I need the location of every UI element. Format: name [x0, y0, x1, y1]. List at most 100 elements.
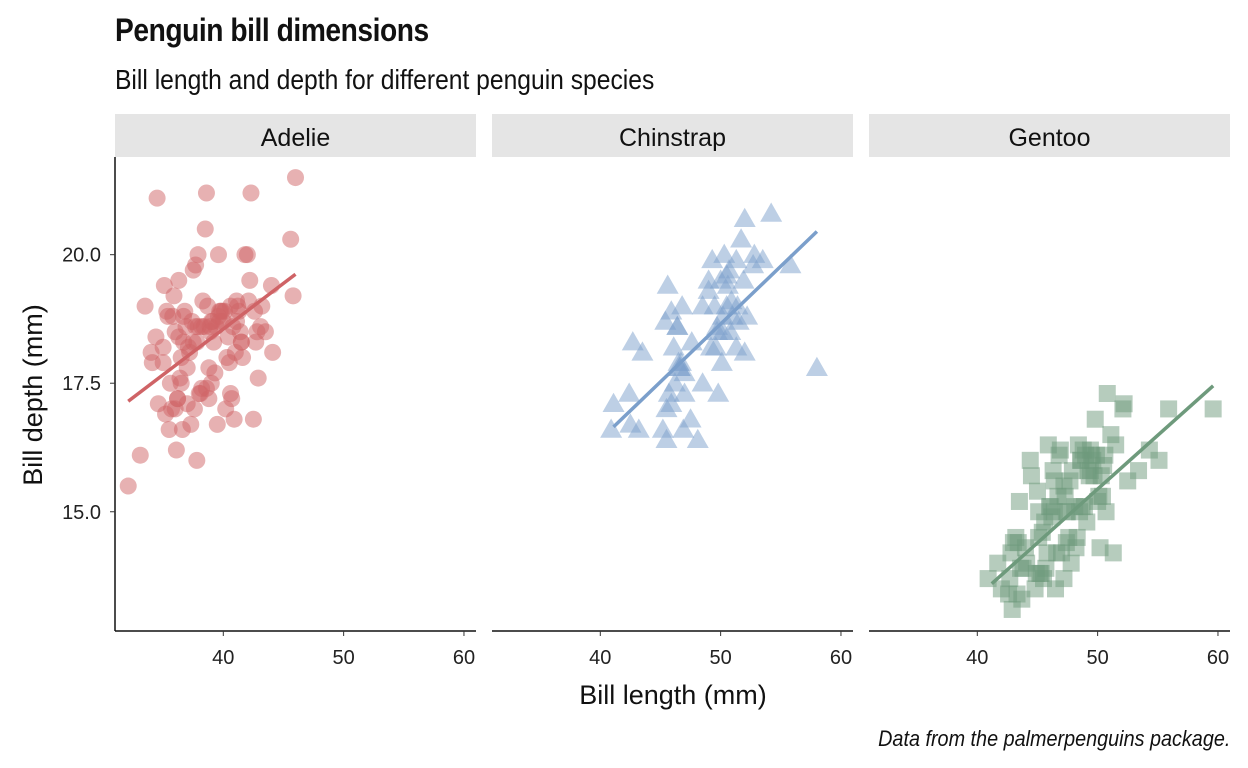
data-point [136, 297, 154, 315]
data-point [242, 184, 260, 202]
data-point [160, 420, 178, 438]
data-point [718, 259, 741, 279]
data-point [1096, 446, 1114, 464]
data-point [654, 310, 677, 330]
facet-panel-adelie: Adelie 40 50 60 15.0 17.5 20.0 [62, 114, 476, 669]
data-point [184, 261, 202, 279]
data-point [282, 230, 300, 248]
data-point [178, 359, 196, 377]
data-point [736, 305, 759, 325]
data-point [697, 279, 720, 299]
y-tick-label: 15.0 [62, 502, 101, 524]
data-point [211, 313, 229, 331]
data-point [206, 364, 224, 382]
data-point [187, 318, 205, 336]
data-point [662, 336, 685, 356]
data-point [1068, 528, 1086, 546]
data-point [600, 418, 623, 438]
data-point [1063, 462, 1081, 480]
data-point [704, 336, 727, 356]
chart-subtitle: Bill length and depth for different peng… [115, 64, 655, 95]
data-point [170, 271, 188, 289]
x-tick-label: 60 [1207, 647, 1229, 669]
data-point [710, 351, 733, 371]
data-point [621, 331, 644, 351]
data-point [220, 354, 238, 372]
data-point [232, 333, 250, 351]
data-point [713, 243, 736, 263]
data-point [244, 410, 262, 428]
data-point [159, 307, 177, 325]
data-point [200, 390, 218, 408]
data-point [673, 382, 696, 402]
data-point [1039, 436, 1057, 454]
data-point [655, 428, 678, 449]
data-point [196, 220, 214, 238]
facet-panel-chinstrap: Chinstrap 40 50 60 [492, 114, 853, 669]
data-point [219, 328, 237, 346]
data-point [1091, 539, 1109, 557]
points-chinstrap [600, 202, 828, 449]
data-point [691, 295, 714, 315]
x-tick-label: 60 [453, 647, 475, 669]
data-point [208, 415, 226, 433]
facet-strip [492, 114, 853, 157]
data-point [1115, 395, 1133, 413]
data-point [691, 372, 714, 392]
data-point [1028, 482, 1046, 500]
data-point [1093, 487, 1111, 505]
x-tick-label: 40 [966, 647, 988, 669]
data-point [627, 418, 650, 438]
data-point [671, 295, 694, 315]
data-point [707, 382, 730, 402]
x-tick-label: 50 [710, 647, 732, 669]
data-point [1078, 513, 1096, 531]
y-tick-label: 17.5 [62, 373, 101, 395]
x-tick-label: 60 [830, 647, 852, 669]
data-point [249, 369, 267, 387]
data-point [1053, 544, 1071, 562]
data-point [657, 382, 680, 402]
data-point [602, 392, 625, 413]
points-adelie [119, 169, 304, 495]
data-point [656, 274, 679, 294]
data-point [679, 408, 702, 428]
y-axis-title: Bill depth (mm) [18, 304, 48, 486]
data-point [252, 318, 270, 336]
data-point [686, 428, 709, 449]
data-point [209, 246, 227, 264]
data-point [805, 356, 828, 377]
data-point [706, 320, 729, 341]
points-gentoo [979, 385, 1222, 618]
data-point [1055, 570, 1073, 588]
data-point [668, 356, 691, 377]
data-point [660, 392, 683, 413]
data-point [701, 248, 724, 269]
data-point [1130, 462, 1148, 480]
data-point [236, 246, 254, 264]
data-point [1204, 400, 1222, 418]
data-point [1086, 410, 1104, 428]
facet-panel-gentoo: Gentoo 40 50 60 [869, 114, 1230, 669]
data-point [1010, 492, 1028, 510]
data-point [666, 315, 689, 335]
data-point [742, 253, 765, 274]
data-point [222, 385, 240, 402]
chart-title: Penguin bill dimensions [115, 12, 429, 48]
x-tick-label: 50 [333, 647, 355, 669]
data-point [188, 451, 206, 469]
data-point [1098, 385, 1116, 402]
data-point [1026, 580, 1044, 598]
facet-strip-label: Gentoo [1008, 124, 1090, 152]
facet-strip-label: Adelie [261, 124, 331, 152]
data-point [631, 341, 654, 361]
data-point [660, 300, 683, 320]
data-point [1037, 559, 1055, 577]
data-point [1018, 554, 1036, 572]
data-point [1022, 467, 1040, 485]
data-point [618, 382, 641, 402]
trend-line [612, 230, 819, 429]
data-point [989, 554, 1007, 572]
data-point [1081, 441, 1099, 459]
